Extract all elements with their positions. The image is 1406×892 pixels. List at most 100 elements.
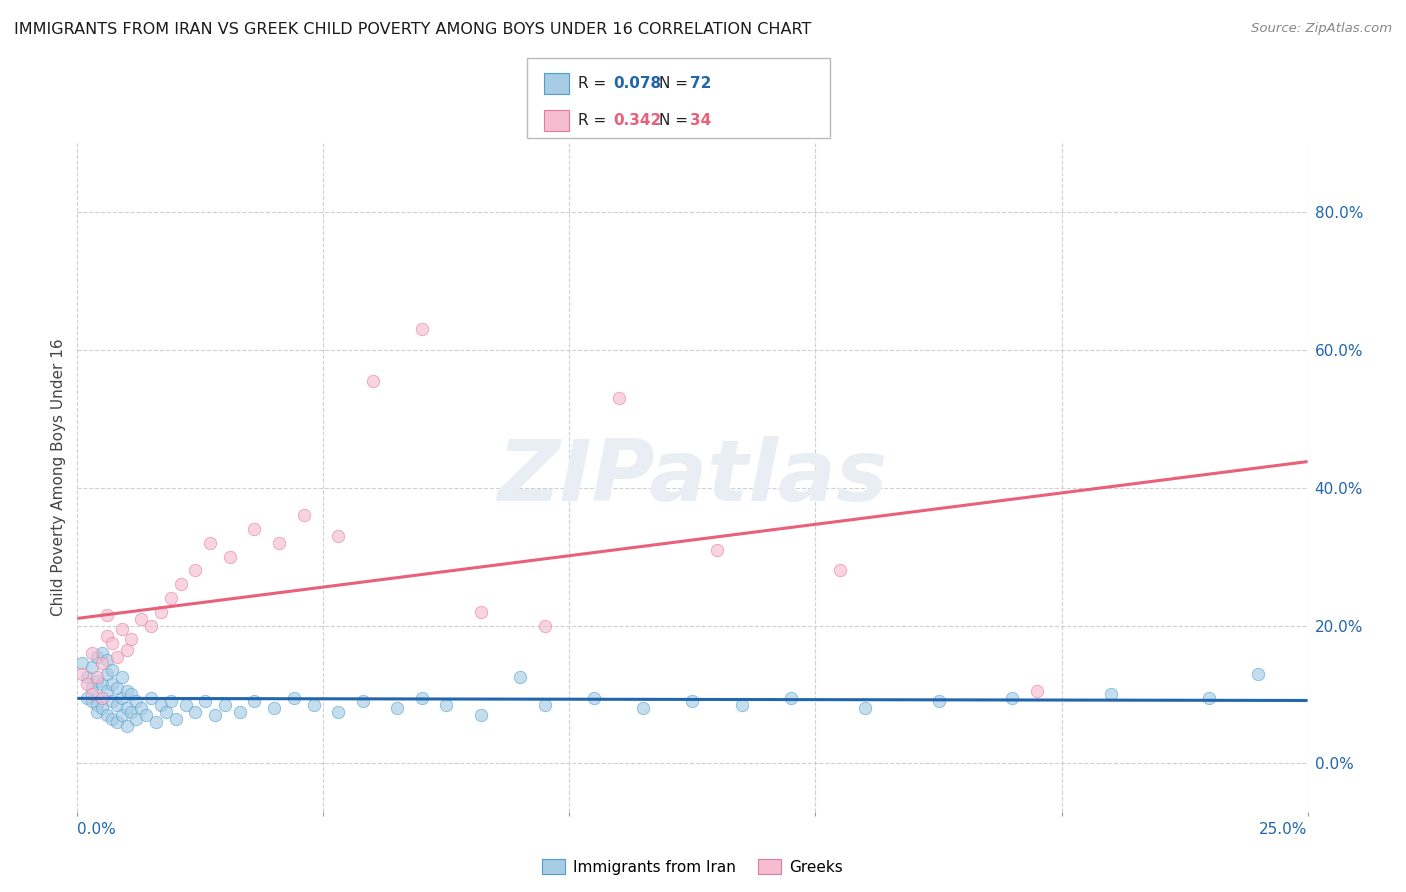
Point [1247,666,1270,681]
Point [706,542,728,557]
Point [96,708,118,723]
Point [105,649,128,664]
Legend: Immigrants from Iran, Greeks: Immigrants from Iran, Greeks [536,854,849,881]
Point [101,636,124,650]
Y-axis label: Child Poverty Among Boys Under 16: Child Poverty Among Boys Under 16 [51,338,66,616]
Point [470,708,492,723]
Point [101,663,124,677]
Point [82,688,104,702]
Point [86,705,108,719]
Point [283,690,305,705]
Point [101,677,124,691]
Text: N =: N = [659,76,693,91]
Point [111,708,132,723]
Point [131,612,153,626]
Point [111,622,132,636]
Point [853,701,876,715]
Text: 0.078: 0.078 [613,76,661,91]
Point [121,688,143,702]
Point [387,701,409,715]
Point [682,694,704,708]
Point [160,694,183,708]
Text: 34: 34 [690,113,711,128]
Point [411,322,433,336]
Point [86,670,108,684]
Point [830,563,852,577]
Point [111,670,132,684]
Point [1026,684,1049,698]
Point [436,698,458,712]
Point [70,666,93,681]
Point [115,718,138,732]
Point [82,681,104,695]
Point [731,698,754,712]
Point [170,577,193,591]
Point [204,708,226,723]
Point [155,705,177,719]
Text: Source: ZipAtlas.com: Source: ZipAtlas.com [1251,22,1392,36]
Point [125,712,148,726]
Point [90,690,114,705]
Point [194,694,217,708]
Point [470,605,492,619]
Point [86,649,108,664]
Point [105,681,128,695]
Point [76,690,98,705]
Point [101,712,124,726]
Point [141,690,163,705]
Point [96,653,118,667]
Point [352,694,374,708]
Point [96,608,118,623]
Point [76,670,98,684]
Text: 0.0%: 0.0% [77,822,117,837]
Point [111,690,132,705]
Point [160,591,183,605]
Point [243,522,266,536]
Point [90,657,114,671]
Point [200,535,222,549]
Point [105,698,128,712]
Point [534,618,557,632]
Point [86,698,108,712]
Point [115,684,138,698]
Point [82,660,104,674]
Point [302,698,325,712]
Point [121,705,143,719]
Point [70,657,93,671]
Text: 25.0%: 25.0% [1260,822,1308,837]
Point [121,632,143,647]
Point [101,694,124,708]
Point [411,690,433,705]
Point [184,705,207,719]
Text: R =: R = [578,113,612,128]
Point [115,701,138,715]
Point [229,705,252,719]
Point [269,535,291,549]
Point [214,698,236,712]
Point [928,694,950,708]
Point [82,694,104,708]
Point [90,646,114,660]
Point [115,642,138,657]
Text: 0.342: 0.342 [613,113,661,128]
Point [509,670,531,684]
Point [1198,690,1220,705]
Point [165,712,187,726]
Point [328,529,350,543]
Point [86,673,108,688]
Point [263,701,285,715]
Point [131,701,153,715]
Text: N =: N = [659,113,693,128]
Text: 72: 72 [690,76,711,91]
Point [96,666,118,681]
Point [184,563,207,577]
Point [150,698,173,712]
Point [780,690,803,705]
Point [1099,688,1122,702]
Point [96,684,118,698]
Point [105,714,128,729]
Point [141,618,163,632]
Text: R =: R = [578,76,612,91]
Point [82,646,104,660]
Point [361,374,384,388]
